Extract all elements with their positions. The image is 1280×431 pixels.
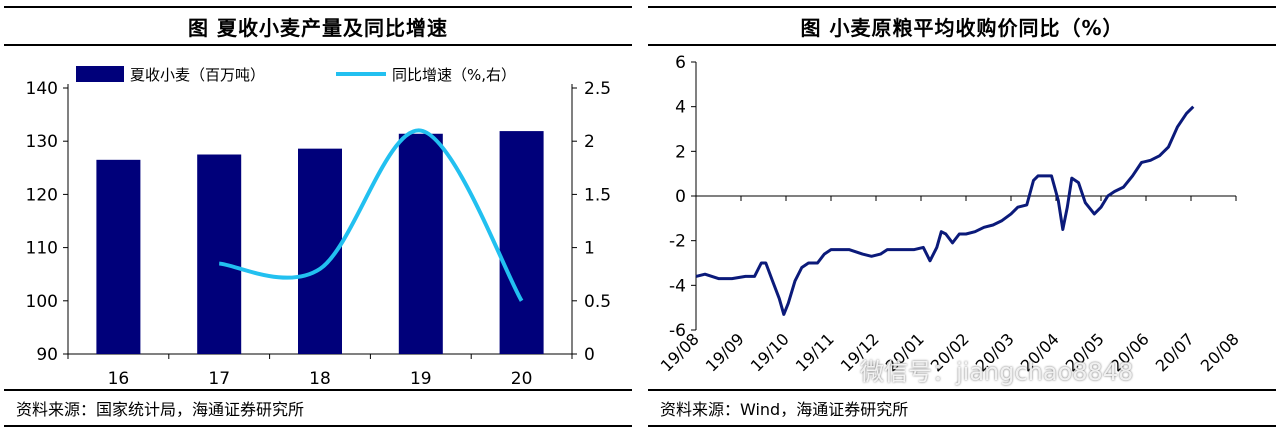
y-tick-label: -2 — [669, 232, 686, 252]
right-y-tick-label: 2.5 — [584, 79, 611, 99]
left-chart-panel: 图 夏收小麦产量及同比增速 90 100 110 120 130 140 0 0.5 1 1.5 2… — [4, 6, 632, 427]
left-source-note: 资料来源：国家统计局，海通证券研究所 — [4, 389, 632, 427]
right-y-tick-label: 0.5 — [584, 292, 611, 312]
y-tick-label: 6 — [675, 53, 686, 73]
left-y-tick-label: 100 — [26, 292, 58, 312]
x-tick-label: 19/11 — [792, 329, 838, 375]
x-tick-label: 20/08 — [1197, 329, 1243, 375]
x-tick-label: 20/04 — [1017, 329, 1063, 375]
y-tick-label: 2 — [675, 142, 686, 162]
right-y-tick-label: 0 — [584, 345, 595, 365]
x-tick-label: 17 — [208, 369, 230, 389]
left-chart-title: 图 夏收小麦产量及同比增速 — [4, 6, 632, 46]
x-tick-label: 19/10 — [747, 329, 793, 375]
y-tick-label: 4 — [675, 98, 686, 118]
left-y-tick-label: 140 — [26, 79, 58, 99]
right-y-tick-label: 1.5 — [584, 185, 611, 205]
left-y-tick-label: 110 — [26, 239, 58, 259]
x-tick-label: 20/03 — [972, 329, 1018, 375]
x-tick-label: 20/01 — [882, 329, 928, 375]
bar — [197, 154, 242, 354]
left-chart-svg: 90 100 110 120 130 140 0 0.5 1 1.5 2 2.5 16 17 18 19 20 夏… — [26, 66, 611, 389]
legend-bar-swatch — [76, 66, 124, 82]
right-source-note: 资料来源：Wind，海通证券研究所 — [648, 389, 1276, 427]
y-tick-label: 0 — [675, 187, 686, 207]
bar — [96, 159, 141, 354]
x-tick-label: 20/07 — [1152, 329, 1198, 375]
bar — [499, 131, 544, 354]
right-chart-title: 图 小麦原粮平均收购价同比（%） — [648, 6, 1276, 46]
y-tick-label: -6 — [669, 321, 686, 341]
left-y-tick-label: 90 — [36, 345, 58, 365]
x-tick-label: 20/06 — [1107, 329, 1153, 375]
x-tick-label: 19/09 — [702, 329, 748, 375]
x-tick-label: 20 — [511, 369, 533, 389]
legend-line-label: 同比增速（%,右） — [392, 66, 516, 84]
right-chart-panel: 图 小麦原粮平均收购价同比（%） -6 -4 -2 0 2 4 6 19/08 19/09 19/… — [648, 6, 1276, 427]
x-tick-label: 20/02 — [927, 329, 973, 375]
price-yoy-line — [695, 105, 1195, 316]
y-tick-label: -4 — [669, 276, 686, 296]
right-y-tick-label: 1 — [584, 239, 595, 259]
x-tick-label: 18 — [309, 369, 331, 389]
right-y-tick-label: 2 — [584, 132, 595, 152]
x-tick-label: 20/05 — [1062, 329, 1108, 375]
growth-rate-line — [218, 128, 524, 302]
left-y-tick-label: 120 — [26, 185, 58, 205]
x-tick-label: 19/12 — [837, 329, 883, 375]
x-tick-label: 16 — [108, 369, 130, 389]
x-tick-label: 19 — [410, 369, 432, 389]
legend-bar-label: 夏收小麦（百万吨） — [130, 66, 265, 84]
right-chart-svg: -6-4-2024619/0819/0919/1019/1119/1220/01… — [657, 53, 1243, 375]
bar — [398, 133, 443, 354]
left-y-tick-label: 130 — [26, 132, 58, 152]
